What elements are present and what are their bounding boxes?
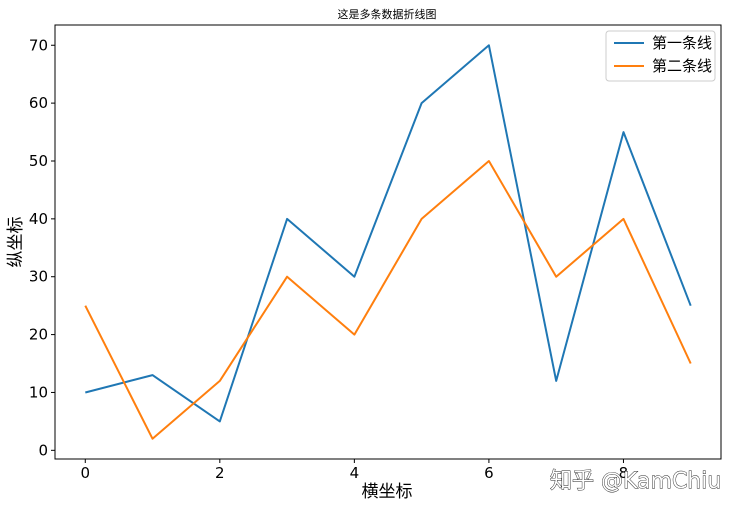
watermark-text: 知乎 @KamChiu xyxy=(550,469,721,494)
x-tick-label: 8 xyxy=(619,464,629,482)
x-axis-label: 横坐标 xyxy=(362,482,413,502)
y-tick-label: 30 xyxy=(29,268,48,286)
x-tick-label: 0 xyxy=(80,464,90,482)
y-tick-label: 60 xyxy=(29,94,48,112)
x-tick-label: 4 xyxy=(350,464,360,482)
y-tick-label: 70 xyxy=(29,36,48,54)
y-axis: 0 10 20 30 40 50 60 70 xyxy=(29,36,55,459)
x-tick-label: 2 xyxy=(215,464,225,482)
plot-area-frame xyxy=(54,24,722,460)
y-tick-label: 0 xyxy=(38,441,48,459)
legend-label-series-2: 第二条线 xyxy=(652,57,712,75)
chart-title: 这是多条数据折线图 xyxy=(338,7,437,21)
y-tick-label: 40 xyxy=(29,210,48,228)
series-layer xyxy=(84,44,692,440)
x-tick-label: 6 xyxy=(484,464,494,482)
y-tick-label: 50 xyxy=(29,152,48,170)
y-tick-label: 20 xyxy=(29,326,48,344)
y-tick-label: 10 xyxy=(29,383,48,401)
legend: 第一条线 第二条线 xyxy=(605,30,716,82)
series-line-2 xyxy=(84,160,692,440)
series-line-1 xyxy=(85,44,692,423)
legend-label-series-1: 第一条线 xyxy=(652,34,712,52)
x-axis: 0 2 4 6 8 xyxy=(80,459,628,482)
y-axis-label: 纵坐标 xyxy=(6,217,26,268)
